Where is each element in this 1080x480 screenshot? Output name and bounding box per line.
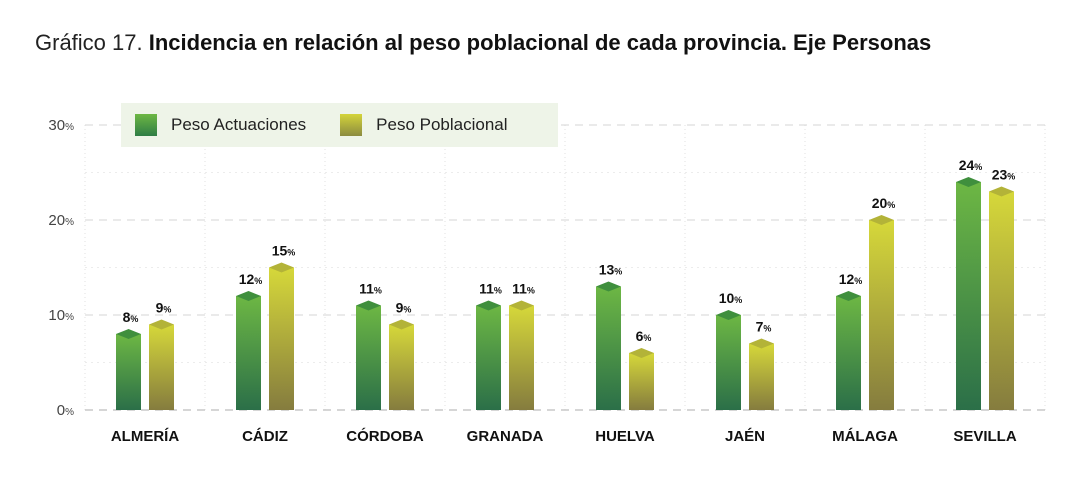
bar-cap [989,186,1014,197]
value-label: 6% [636,328,652,344]
bar-poblacional [749,343,774,410]
y-tick-label: 10% [48,307,74,324]
chart-title-main: Incidencia en relación al peso poblacion… [148,30,932,55]
bar-poblacional [629,353,654,410]
bar-actuaciones [236,296,261,410]
y-tick-label: 20% [48,212,74,229]
bar-actuaciones [476,305,501,410]
legend-swatch-poblacional [340,114,363,136]
bar-actuaciones [836,296,861,410]
x-tick-label: GRANADA [467,428,544,445]
bar-cap [269,262,294,273]
bar-poblacional [509,305,534,410]
legend-label-poblacional: Peso Poblacional [376,115,508,134]
chart-title: Gráfico 17. Incidencia en relación al pe… [35,30,931,56]
bar-actuaciones [356,305,381,410]
bar-cap [629,348,654,358]
value-label: 11% [479,281,502,297]
value-label: 20% [872,195,896,211]
bar-cap [596,281,621,292]
value-label: 11% [512,281,535,297]
y-tick-label: 0% [57,402,74,419]
bar-poblacional [389,324,414,410]
chart-title-prefix: Gráfico 17. [35,30,143,55]
bar-actuaciones [716,315,741,410]
bar-actuaciones [956,182,981,410]
value-label: 15% [272,243,296,259]
value-label: 8% [123,309,139,325]
value-label: 9% [396,300,412,316]
value-label: 11% [359,281,382,297]
value-label: 12% [239,271,263,287]
x-tick-label: CÁDIZ [242,428,288,445]
legend-item-poblacional: Peso Poblacional [340,114,508,136]
x-tick-label: CÓRDOBA [346,427,424,445]
x-tick-label: SEVILLA [953,428,1017,445]
bar-poblacional [269,267,294,410]
bar-cap [149,319,174,330]
x-tick-label: ALMERÍA [111,428,179,445]
bar-cap [869,215,894,225]
x-tick-label: MÁLAGA [832,428,898,445]
x-tick-label: HUELVA [595,428,655,445]
bar-actuaciones [596,286,621,410]
bar-cap [509,300,534,311]
value-label: 9% [156,300,172,316]
bar-cap [236,291,261,301]
bar-poblacional [989,191,1014,410]
value-label: 23% [992,167,1016,183]
bar-actuaciones [116,334,141,410]
bar-cap [836,291,861,301]
bar-cap [476,300,501,311]
legend-item-actuaciones: Peso Actuaciones [135,114,306,136]
bar-cap [356,300,381,311]
bar-poblacional [869,220,894,410]
value-label: 10% [719,290,743,306]
bar-cap [956,177,981,187]
bar-cap [716,310,741,320]
bar-cap [116,329,141,339]
chart-legend: Peso Actuaciones Peso Poblacional [121,103,558,147]
value-label: 12% [839,271,863,287]
value-label: 13% [599,262,623,278]
legend-swatch-actuaciones [135,114,157,136]
value-label: 7% [756,319,772,335]
y-tick-label: 30% [48,117,74,134]
bar-poblacional [149,324,174,410]
value-label: 24% [959,157,983,173]
legend-label-actuaciones: Peso Actuaciones [171,115,307,134]
x-tick-label: JAÉN [725,428,765,445]
bar-cap [749,338,774,349]
bar-cap [389,319,414,330]
